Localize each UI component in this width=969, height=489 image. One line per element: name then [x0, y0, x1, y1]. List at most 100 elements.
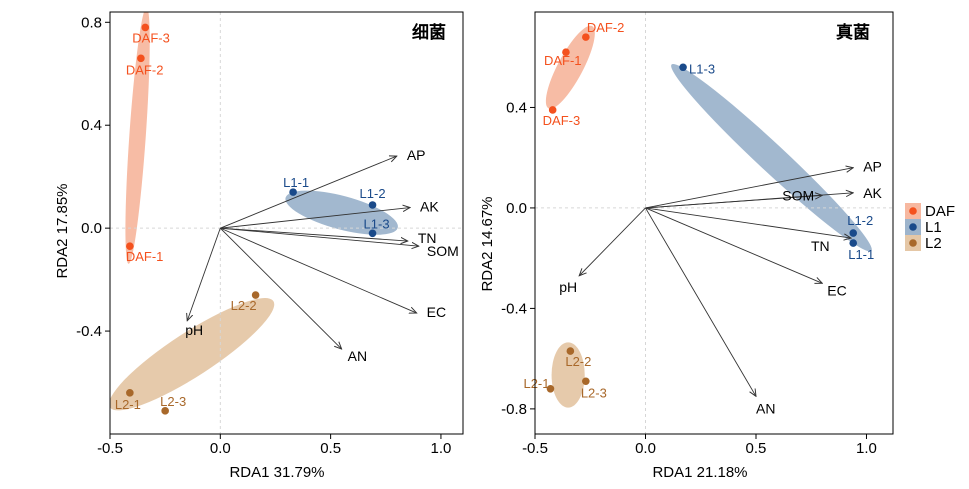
fungi-y-tick-label: -0.8	[501, 401, 527, 418]
bacteria-point-l1-1	[289, 188, 297, 196]
bacteria-point-daf-3	[141, 23, 150, 32]
fungi-y-tick-label: 0.0	[506, 200, 527, 217]
legend-label-daf: DAF	[925, 203, 955, 220]
fungi-x-tick-label: 1.0	[856, 440, 877, 457]
fungi-y-tick-label: -0.4	[501, 300, 527, 317]
bacteria-point-label-l1-1: L1-1	[283, 175, 309, 190]
bacteria-vector-label-ph: pH	[185, 322, 203, 338]
bacteria-point-label-daf-1: DAF-1	[126, 249, 164, 264]
fungi-vector-an	[645, 207, 755, 396]
fungi-point-label-daf-1: DAF-1	[544, 53, 582, 68]
fungi-vector-ap	[645, 168, 853, 209]
fungi-x-tick-label: 0.5	[746, 440, 767, 457]
fungi-point-daf-1	[562, 48, 570, 56]
bacteria-point-l1-3	[368, 229, 377, 238]
legend-key-daf	[909, 207, 917, 215]
bacteria-ellipse-l2	[110, 298, 275, 411]
fungi-y-axis-title: RDA2 14.67%	[479, 196, 496, 291]
bacteria-y-axis-title: RDA2 17.85%	[54, 183, 71, 278]
legend-key-l2	[909, 239, 917, 247]
bacteria-point-l2-1	[126, 389, 134, 397]
fungi-vector-som	[645, 195, 822, 209]
bacteria-y-tick-label: 0.4	[81, 117, 102, 134]
bacteria-ellipse-l1	[285, 190, 398, 235]
fungi-panel: AP AK SOM TN EC AN pH DAF-1 DAF-2 DAF-3 L1-1 L1-2 L…	[479, 11, 894, 481]
fungi-vector-ph	[579, 207, 646, 276]
fungi-x-tick-label: 0.0	[635, 440, 656, 457]
fungi-x-tick-label: -0.5	[522, 440, 548, 457]
bacteria-vector-ec	[220, 227, 416, 313]
bacteria-ellipse-daf	[125, 12, 150, 264]
bacteria-point-label-l1-3: L1-3	[364, 216, 390, 231]
bacteria-y-tick-label: 0.0	[81, 220, 102, 237]
fungi-vector-label-ak: AK	[863, 185, 882, 201]
legend-label-l2: L2	[925, 235, 942, 252]
bacteria-vector-label-ap: AP	[407, 147, 426, 163]
fungi-point-l1-2	[849, 229, 858, 237]
fungi-panel-title: 真菌	[836, 22, 870, 43]
fungi-point-l1-1	[849, 239, 858, 247]
bacteria-vector-ph	[187, 227, 221, 321]
bacteria-panel-title: 细菌	[412, 22, 446, 43]
fungi-vector-label-som: SOM	[782, 187, 814, 203]
fungi-vector-label-ap: AP	[863, 159, 882, 175]
bacteria-point-label-l2-2: L2-2	[231, 298, 257, 313]
fungi-vector-tn	[645, 207, 851, 238]
fungi-point-l2-2	[566, 347, 575, 355]
bacteria-vector-label-ak: AK	[420, 199, 439, 215]
fungi-point-label-daf-2: DAF-2	[587, 20, 625, 35]
fungi-vector-ec	[645, 207, 822, 283]
fungi-vector-label-ph: pH	[559, 279, 577, 295]
fungi-point-label-l1-2: L1-2	[847, 213, 873, 228]
fungi-point-label-daf-3: DAF-3	[543, 113, 581, 128]
fungi-ellipse-l1	[671, 63, 872, 252]
fungi-point-daf-2	[582, 33, 590, 41]
fungi-point-label-l2-3: L2-3	[581, 385, 607, 400]
fungi-vector-label-an: AN	[756, 400, 775, 416]
fungi-point-l2-1	[546, 384, 555, 393]
bacteria-point-label-daf-3: DAF-3	[132, 30, 170, 45]
bacteria-point-label-l2-1: L2-1	[115, 397, 141, 412]
legend-key-l1	[909, 223, 917, 231]
bacteria-vector-an	[219, 227, 341, 349]
bacteria-y-tick-label: -0.4	[76, 323, 102, 340]
bacteria-x-tick-label: 1.0	[431, 440, 452, 457]
bacteria-vector-label-an: AN	[348, 348, 367, 364]
fungi-plot-frame	[534, 11, 894, 435]
bacteria-point-daf-2	[137, 54, 145, 63]
bacteria-point-label-daf-2: DAF-2	[126, 62, 164, 77]
bacteria-point-label-l1-2: L1-2	[360, 186, 386, 201]
bacteria-point-l2-3	[161, 407, 169, 415]
bacteria-y-tick-label: 0.8	[81, 14, 102, 31]
fungi-vector-label-tn: TN	[811, 238, 830, 254]
bacteria-x-axis-title: RDA1 31.79%	[229, 464, 324, 481]
fungi-point-label-l2-1: L2-1	[523, 376, 549, 391]
bacteria-plot-frame	[109, 11, 464, 435]
fungi-ellipse-daf	[545, 25, 595, 109]
fungi-vector-label-ec: EC	[827, 282, 846, 298]
bacteria-x-tick-label: 0.0	[210, 440, 231, 457]
fungi-x-axis-title: RDA1 21.18%	[652, 464, 747, 481]
fungi-point-l2-3	[582, 377, 590, 386]
bacteria-x-tick-label: 0.5	[320, 440, 341, 457]
fungi-point-label-l2-2: L2-2	[565, 354, 591, 369]
bacteria-vector-label-som: SOM	[427, 243, 459, 259]
bacteria-point-l2-2	[251, 291, 260, 299]
fungi-point-daf-3	[548, 106, 557, 114]
fungi-ellipse-l2	[551, 342, 585, 408]
bacteria-x-tick-label: -0.5	[97, 440, 123, 457]
bacteria-vector-label-ec: EC	[427, 304, 446, 320]
bacteria-point-l1-2	[368, 201, 377, 209]
bacteria-vector-label-tn: TN	[418, 230, 437, 246]
bacteria-vector-tn	[220, 227, 408, 241]
bacteria-point-label-l2-3: L2-3	[160, 394, 186, 409]
legend-label-l1: L1	[925, 219, 942, 236]
fungi-point-label-l1-3: L1-3	[689, 61, 715, 76]
fungi-point-l1-3	[679, 63, 687, 72]
bacteria-point-daf-1	[126, 242, 134, 250]
fungi-y-tick-label: 0.4	[506, 99, 527, 116]
fungi-point-label-l1-1: L1-1	[848, 247, 874, 262]
